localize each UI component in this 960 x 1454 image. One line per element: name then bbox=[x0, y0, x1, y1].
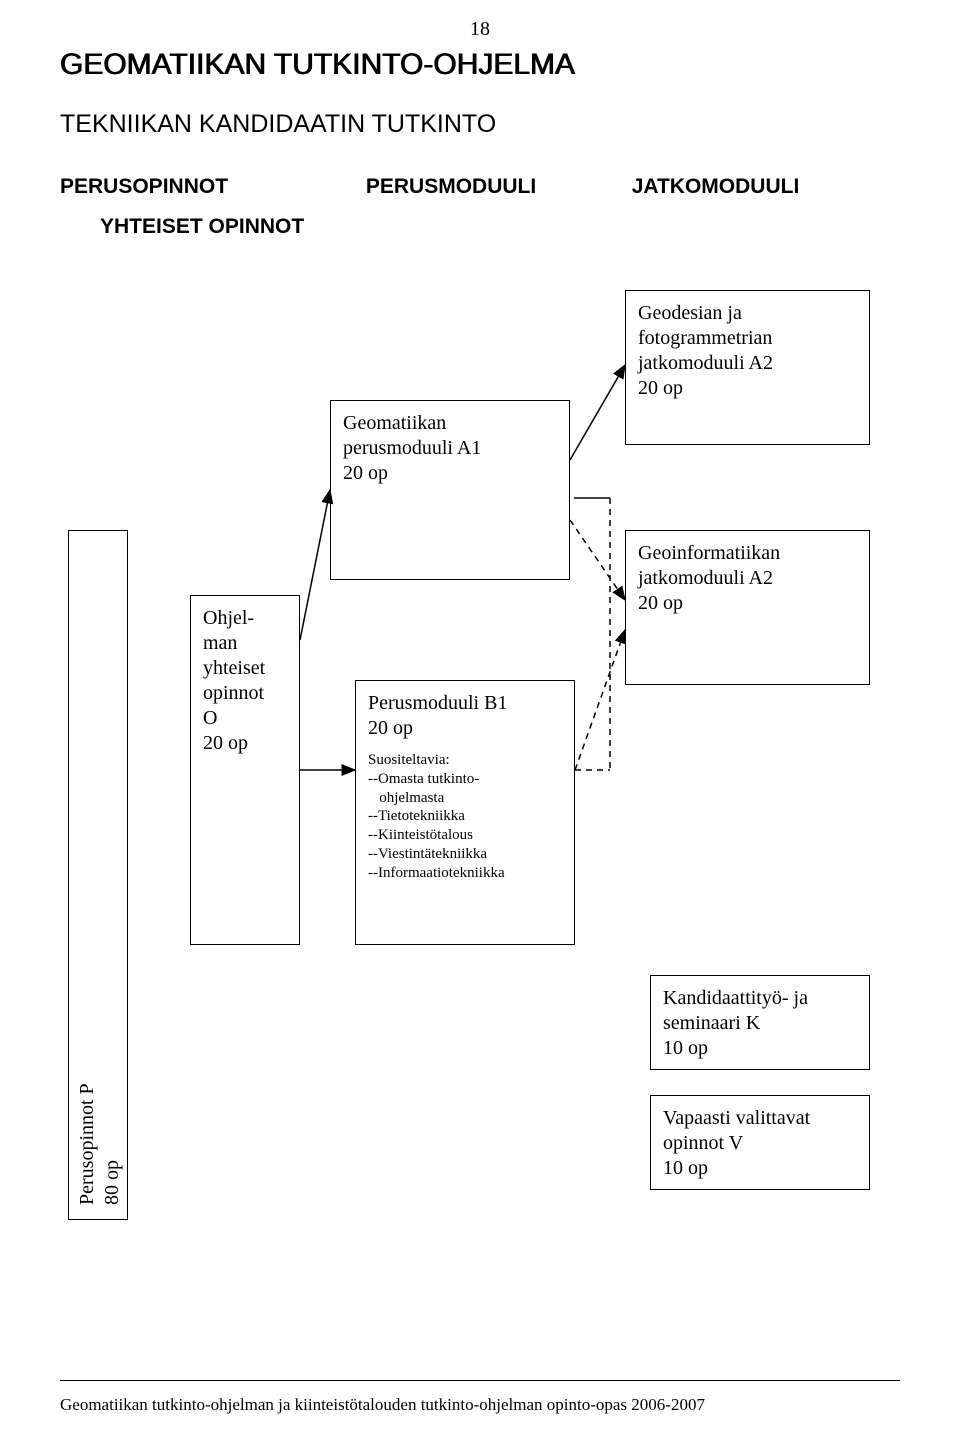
perusopinnot-line1: Perusopinnot P bbox=[75, 545, 100, 1205]
header-perusmoduuli: PERUSMODUULI bbox=[366, 175, 626, 199]
footer-divider bbox=[60, 1380, 900, 1381]
box-perusopinnot: Perusopinnot P 80 op bbox=[68, 530, 128, 1220]
geoinfo-line2: jatkomoduuli A2 bbox=[638, 566, 857, 591]
geoinfo-line1: Geoinformatiikan bbox=[638, 541, 857, 566]
kandidaatti-line2: seminaari K bbox=[663, 1011, 857, 1036]
ohjelman-line6: 20 op bbox=[203, 731, 287, 756]
box-geodesian: Geodesian ja fotogrammetrian jatkomoduul… bbox=[625, 290, 870, 445]
vapaasti-line3: 10 op bbox=[663, 1156, 857, 1181]
geomatiikan-line2: perusmoduuli A1 bbox=[343, 436, 557, 461]
box-ohjelman: Ohjel- man yhteiset opinnot O 20 op bbox=[190, 595, 300, 945]
ohjelman-line3: yhteiset bbox=[203, 656, 287, 681]
box-geomatiikan: Geomatiikan perusmoduuli A1 20 op bbox=[330, 400, 570, 580]
vapaasti-line1: Vapaasti valittavat bbox=[663, 1106, 857, 1131]
b1-item-4: --Viestintätekniikka bbox=[368, 845, 562, 864]
header-yhteiset: YHTEISET OPINNOT bbox=[100, 215, 304, 239]
page-title: GEOMATIIKAN TUTKINTO-OHJELMA bbox=[60, 48, 575, 82]
geodesian-line3: jatkomoduuli A2 bbox=[638, 351, 857, 376]
b1-small-header: Suositeltavia: bbox=[368, 751, 562, 770]
header-jatkomoduuli: JATKOMODUULI bbox=[632, 175, 800, 199]
ohjelman-line2: man bbox=[203, 631, 287, 656]
geoinfo-line3: 20 op bbox=[638, 591, 857, 616]
ohjelman-line1: Ohjel- bbox=[203, 606, 287, 631]
page-number: 18 bbox=[0, 18, 960, 41]
kandidaatti-line1: Kandidaattityö- ja bbox=[663, 986, 857, 1011]
kandidaatti-line3: 10 op bbox=[663, 1036, 857, 1061]
ohjelman-line4: opinnot bbox=[203, 681, 287, 706]
b1-item-2: --Tietotekniikka bbox=[368, 807, 562, 826]
geodesian-line2: fotogrammetrian bbox=[638, 326, 857, 351]
b1-line1: Perusmoduuli B1 bbox=[368, 691, 562, 716]
column-headers: PERUSOPINNOT PERUSMODUULI JATKOMODUULI bbox=[60, 175, 900, 199]
box-vapaasti: Vapaasti valittavat opinnot V 10 op bbox=[650, 1095, 870, 1190]
b1-item-0: --Omasta tutkinto- bbox=[368, 770, 562, 789]
ohjelman-line5: O bbox=[203, 706, 287, 731]
header-perusopinnot: PERUSOPINNOT bbox=[60, 175, 360, 199]
page-subtitle: TEKNIIKAN KANDIDAATIN TUTKINTO bbox=[60, 110, 496, 139]
box-perusmoduuli-b1: Perusmoduuli B1 20 op Suositeltavia: --O… bbox=[355, 680, 575, 945]
vapaasti-line2: opinnot V bbox=[663, 1131, 857, 1156]
b1-item-5: --Informaatiotekniikka bbox=[368, 864, 562, 883]
geodesian-line1: Geodesian ja bbox=[638, 301, 857, 326]
b1-item-3: --Kiinteistötalous bbox=[368, 826, 562, 845]
box-geoinformatiikan: Geoinformatiikan jatkomoduuli A2 20 op bbox=[625, 530, 870, 685]
footer-text: Geomatiikan tutkinto-ohjelman ja kiintei… bbox=[60, 1395, 705, 1415]
b1-line2: 20 op bbox=[368, 716, 562, 741]
geomatiikan-line3: 20 op bbox=[343, 461, 557, 486]
perusopinnot-line2: 80 op bbox=[100, 545, 125, 1205]
b1-item-1: ohjelmasta bbox=[368, 789, 562, 808]
box-kandidaatti: Kandidaattityö- ja seminaari K 10 op bbox=[650, 975, 870, 1070]
geomatiikan-line1: Geomatiikan bbox=[343, 411, 557, 436]
geodesian-line4: 20 op bbox=[638, 376, 857, 401]
